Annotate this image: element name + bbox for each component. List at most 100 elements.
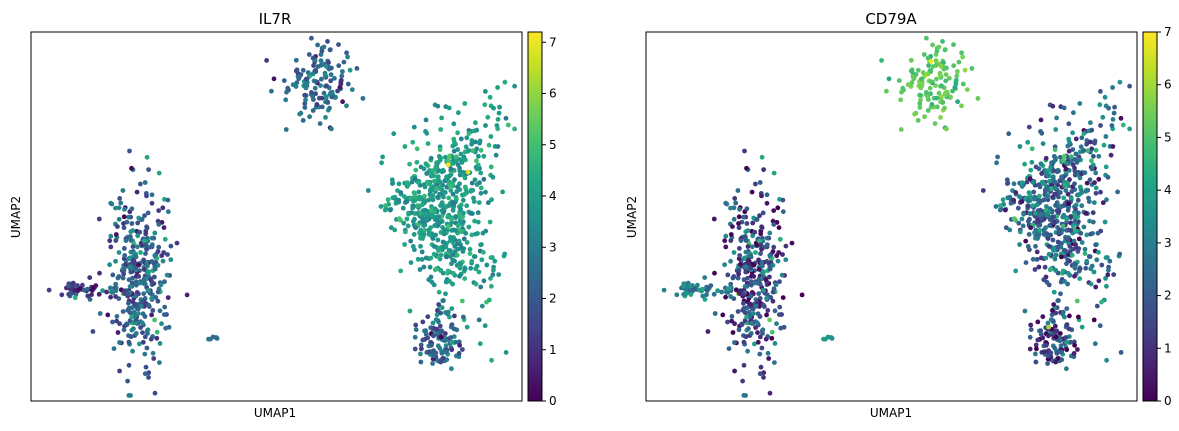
scatter-point	[1102, 219, 1108, 225]
scatter-point	[767, 253, 773, 258]
scatter-point	[735, 275, 741, 281]
scatter-point	[695, 282, 700, 288]
scatter-point	[470, 148, 476, 154]
scatter-point	[123, 238, 129, 244]
scatter-point	[134, 320, 139, 326]
scatter-point	[117, 196, 123, 201]
scatter-point	[136, 262, 142, 268]
scatter-point	[309, 35, 314, 41]
scatter-point	[1088, 266, 1094, 272]
scatter-point	[153, 295, 159, 300]
scatter-point	[1073, 262, 1078, 267]
scatter-point	[765, 350, 771, 356]
scatter-point	[775, 205, 781, 211]
scatter-point	[430, 236, 436, 242]
scatter-point	[113, 238, 119, 244]
scatter-point	[1052, 179, 1058, 185]
scatter-point	[434, 326, 440, 332]
scatter-point	[1028, 167, 1034, 173]
scatter-point	[1003, 225, 1009, 231]
scatter-point	[479, 303, 485, 309]
scatter-point	[1089, 166, 1095, 172]
scatter-point	[97, 270, 102, 276]
scatter-point	[307, 114, 312, 120]
scatter-point	[458, 206, 463, 212]
scatter-point	[437, 179, 443, 185]
scatter-point	[303, 76, 309, 82]
scatter-point	[434, 186, 439, 192]
scatter-point	[1112, 104, 1117, 110]
scatter-point	[144, 193, 149, 199]
scatter-point	[896, 78, 902, 83]
scatter-point	[441, 298, 446, 303]
scatter-point	[683, 290, 689, 296]
scatter-point	[723, 233, 729, 239]
scatter-point	[960, 81, 966, 87]
scatter-point	[735, 188, 741, 193]
scatter-point	[1041, 227, 1047, 233]
scatter-point	[417, 196, 422, 201]
scatter-point	[412, 346, 418, 352]
scatter-point	[476, 317, 482, 323]
scatter-point	[729, 314, 735, 319]
scatter-point	[1087, 218, 1092, 224]
scatter-point	[459, 160, 465, 165]
scatter-point	[476, 269, 482, 275]
scatter-point	[1053, 192, 1059, 197]
scatter-point	[66, 283, 71, 289]
colorbar-tick-label: 7	[1164, 25, 1172, 39]
scatter-point	[1091, 269, 1097, 275]
scatter-point	[1020, 223, 1026, 229]
scatter-point	[750, 233, 756, 239]
scatter-point	[1100, 114, 1106, 120]
scatter-point	[1090, 219, 1096, 225]
scatter-point	[771, 208, 777, 214]
scatter-point	[980, 188, 986, 193]
scatter-point	[1110, 117, 1116, 122]
scatter-point	[780, 295, 786, 300]
scatter-point	[429, 204, 434, 209]
scatter-point	[767, 230, 773, 236]
scatter-point	[1065, 191, 1071, 197]
scatter-point	[505, 122, 511, 128]
scatter-point	[306, 52, 312, 57]
scatter-point	[1064, 339, 1069, 345]
scatter-point	[773, 282, 779, 288]
scatter-point	[323, 115, 328, 120]
scatter-point	[439, 350, 445, 356]
scatter-point	[421, 182, 427, 188]
scatter-point	[497, 104, 502, 110]
scatter-point	[1036, 182, 1042, 188]
scatter-point	[443, 204, 448, 210]
scatter-point	[1033, 342, 1039, 348]
scatter-point	[425, 335, 431, 341]
scatter-point	[886, 76, 892, 82]
scatter-point	[418, 164, 424, 170]
scatter-point	[1101, 142, 1107, 148]
scatter-point	[468, 265, 474, 271]
scatter-point	[1044, 204, 1049, 209]
colorbar-tick-label: 5	[1164, 130, 1172, 144]
scatter-point	[674, 292, 680, 298]
scatter-point	[915, 67, 921, 73]
scatter-point	[464, 203, 470, 209]
scatter-point	[1036, 264, 1042, 270]
scatter-point	[398, 268, 404, 274]
scatter-point	[736, 327, 742, 333]
scatter-point	[731, 250, 737, 255]
scatter-point	[471, 199, 477, 205]
scatter-point	[1065, 236, 1071, 242]
scatter-point	[457, 181, 462, 187]
scatter-point	[1028, 225, 1034, 231]
scatter-point	[130, 275, 135, 281]
scatter-point	[751, 262, 757, 268]
scatter-point	[327, 47, 333, 52]
scatter-point	[1041, 231, 1047, 237]
scatter-point	[1098, 189, 1103, 195]
scatter-point	[313, 79, 319, 85]
scatter-point	[1000, 197, 1006, 203]
colorbar-tick-label: 1	[1164, 341, 1172, 355]
scatter-point	[1065, 270, 1071, 276]
scatter-point	[725, 319, 730, 325]
scatter-point	[152, 253, 158, 258]
